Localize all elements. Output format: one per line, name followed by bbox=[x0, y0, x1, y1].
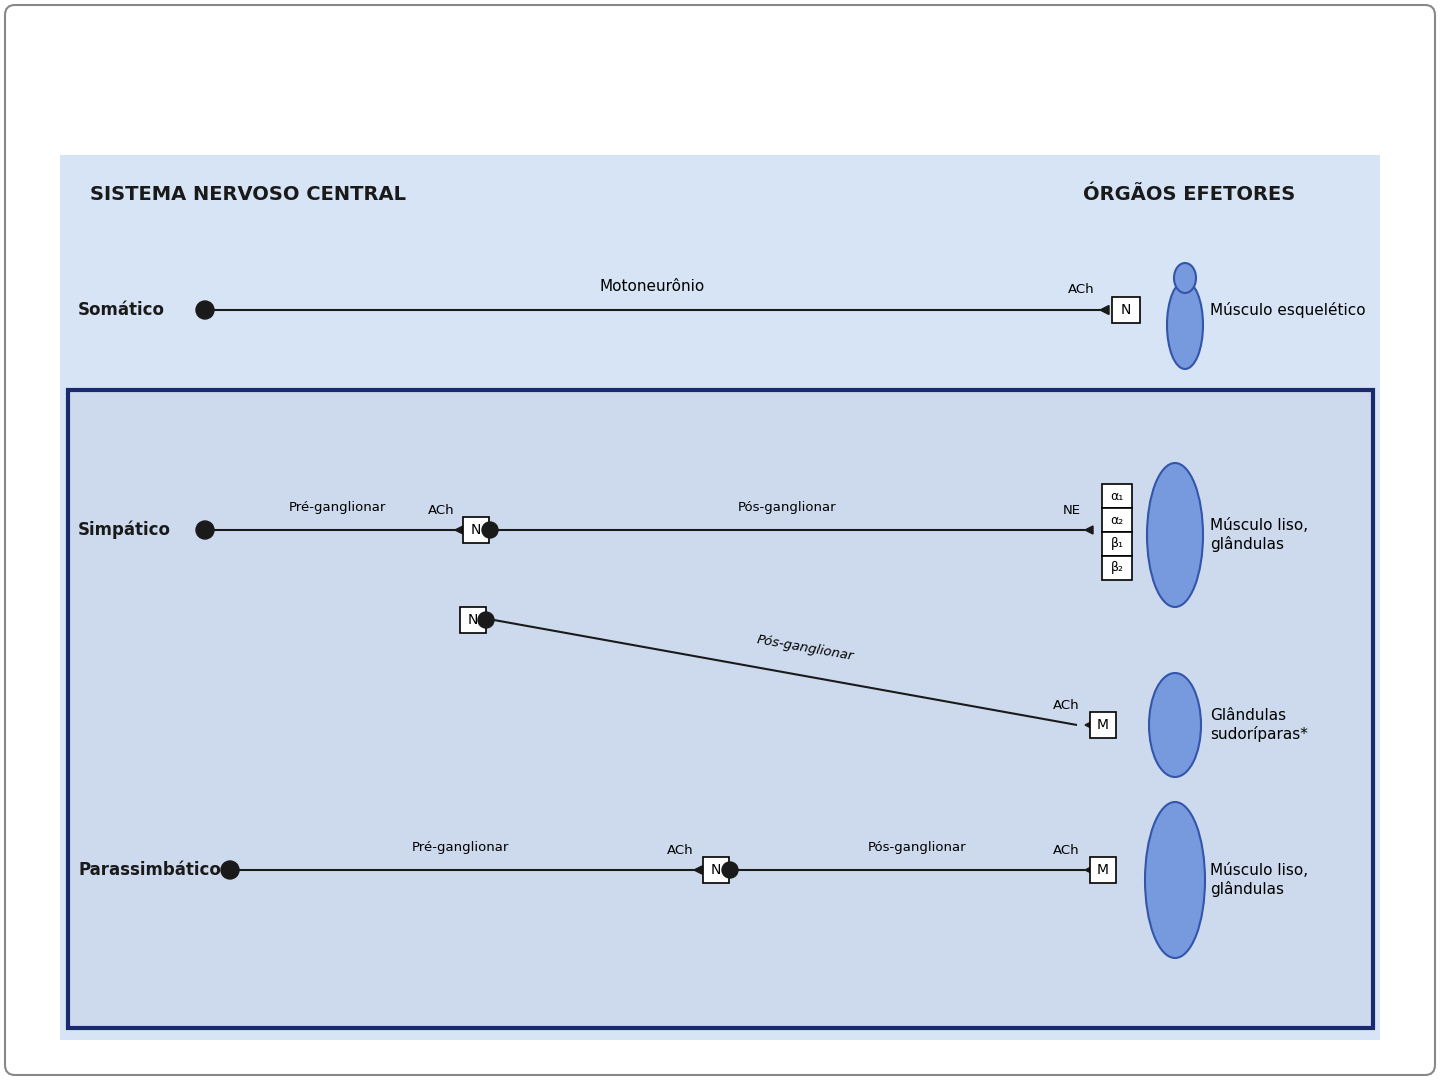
Ellipse shape bbox=[1145, 802, 1205, 958]
Text: N: N bbox=[468, 613, 478, 627]
Text: ACh: ACh bbox=[1068, 283, 1094, 296]
Text: Pós-ganglionar: Pós-ganglionar bbox=[739, 501, 837, 514]
Text: β₁: β₁ bbox=[1110, 538, 1123, 551]
Text: SISTEMA NERVOSO CENTRAL: SISTEMA NERVOSO CENTRAL bbox=[89, 185, 406, 204]
Text: M: M bbox=[1097, 718, 1109, 732]
FancyBboxPatch shape bbox=[4, 5, 1436, 1075]
Text: Parassimbático: Parassimbático bbox=[78, 861, 220, 879]
Ellipse shape bbox=[1174, 264, 1197, 293]
Bar bbox=[703, 858, 729, 883]
Circle shape bbox=[220, 861, 239, 879]
Text: Glândulas
sudoríparas*: Glândulas sudoríparas* bbox=[1210, 708, 1308, 742]
Bar bbox=[1112, 297, 1140, 323]
Bar bbox=[1090, 712, 1116, 738]
Bar bbox=[1102, 508, 1132, 532]
Circle shape bbox=[196, 301, 215, 319]
Text: M: M bbox=[1097, 863, 1109, 877]
Text: Simpático: Simpático bbox=[78, 521, 171, 539]
Text: ÓRGÃOS EFETORES: ÓRGÃOS EFETORES bbox=[1083, 185, 1295, 204]
Text: Músculo liso,
glândulas: Músculo liso, glândulas bbox=[1210, 863, 1308, 896]
Polygon shape bbox=[455, 526, 464, 534]
Polygon shape bbox=[1084, 721, 1093, 729]
Bar bbox=[60, 156, 1380, 1040]
Circle shape bbox=[482, 522, 498, 538]
Text: Pós-ganglionar: Pós-ganglionar bbox=[868, 841, 966, 854]
Text: Músculo esquelético: Músculo esquelético bbox=[1210, 302, 1365, 318]
Circle shape bbox=[721, 862, 739, 878]
Polygon shape bbox=[1084, 526, 1093, 534]
Text: Motoneurônio: Motoneurônio bbox=[600, 279, 706, 294]
Text: Pré-ganglionar: Pré-ganglionar bbox=[289, 501, 386, 514]
Text: N: N bbox=[711, 863, 721, 877]
Bar bbox=[68, 390, 1372, 1028]
Text: ACh: ACh bbox=[667, 843, 694, 858]
Bar bbox=[1090, 858, 1116, 883]
Text: β₂: β₂ bbox=[1110, 562, 1123, 575]
Text: ACh: ACh bbox=[428, 504, 455, 517]
Polygon shape bbox=[1084, 866, 1093, 874]
Polygon shape bbox=[694, 866, 703, 874]
Text: ACh: ACh bbox=[1054, 699, 1080, 712]
Text: α₂: α₂ bbox=[1110, 513, 1123, 526]
Circle shape bbox=[196, 521, 215, 539]
Text: Pós-ganglionar: Pós-ganglionar bbox=[756, 633, 855, 662]
Circle shape bbox=[478, 612, 494, 627]
Text: α₁: α₁ bbox=[1110, 489, 1123, 502]
Text: Músculo liso,
glândulas: Músculo liso, glândulas bbox=[1210, 518, 1308, 552]
Ellipse shape bbox=[1149, 673, 1201, 777]
Ellipse shape bbox=[1166, 281, 1202, 369]
Text: Somático: Somático bbox=[78, 301, 166, 319]
Text: N: N bbox=[1120, 303, 1132, 318]
Bar bbox=[1102, 556, 1132, 580]
Text: ACh: ACh bbox=[1054, 843, 1080, 858]
Text: NE: NE bbox=[1063, 504, 1081, 517]
Bar bbox=[1102, 484, 1132, 508]
Bar bbox=[1102, 532, 1132, 556]
Text: N: N bbox=[471, 523, 481, 537]
Bar bbox=[459, 607, 487, 633]
Bar bbox=[464, 517, 490, 543]
Polygon shape bbox=[1100, 306, 1109, 314]
Text: Pré-ganglionar: Pré-ganglionar bbox=[412, 841, 508, 854]
Ellipse shape bbox=[1148, 463, 1202, 607]
